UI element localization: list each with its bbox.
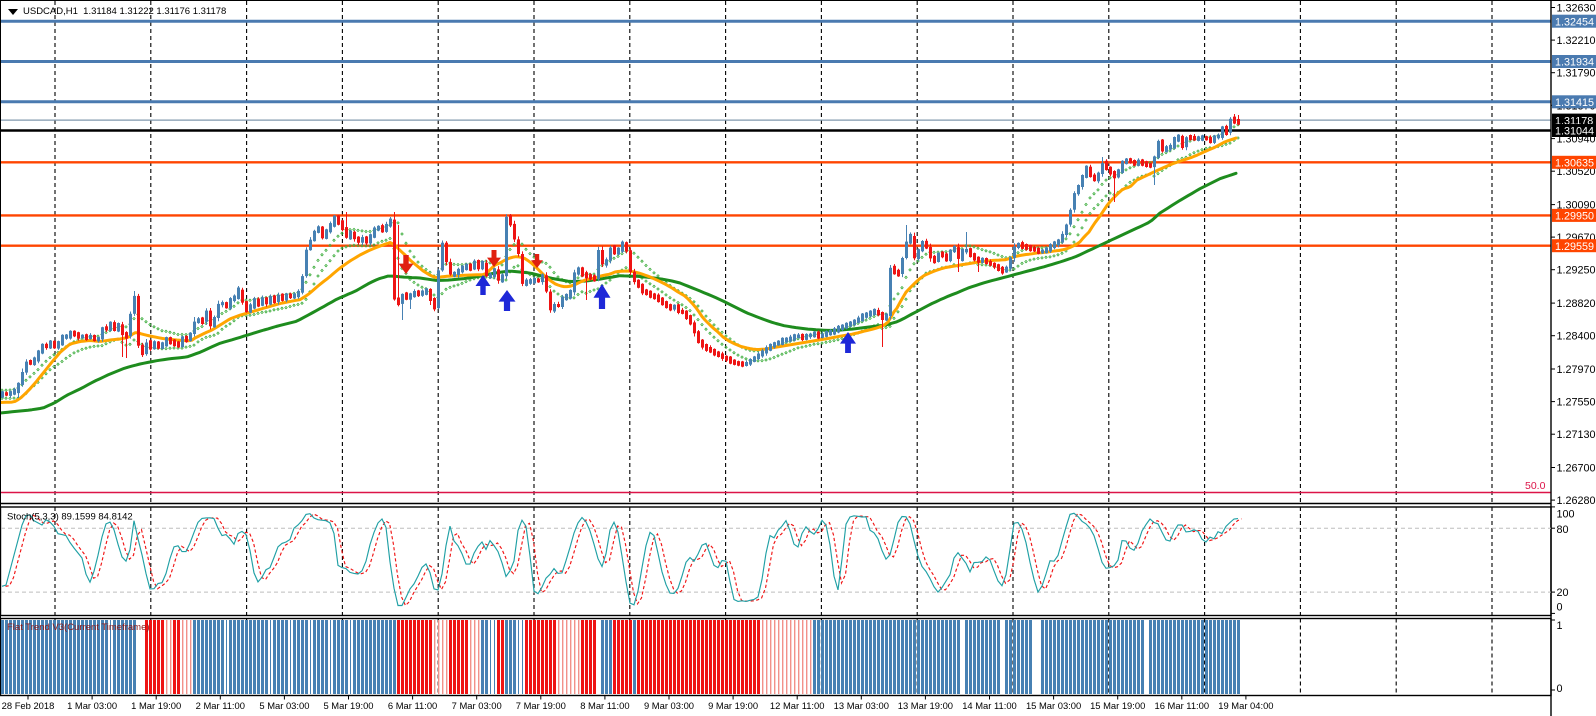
svg-text:7 Mar 03:00: 7 Mar 03:00 <box>452 700 502 711</box>
svg-text:14 Mar 11:00: 14 Mar 11:00 <box>962 700 1017 711</box>
svg-text:1.26700: 1.26700 <box>1557 463 1596 475</box>
svg-text:1.27550: 1.27550 <box>1557 397 1596 409</box>
svg-text:1.32210: 1.32210 <box>1557 35 1596 47</box>
svg-text:80: 80 <box>1557 524 1569 536</box>
svg-text:9 Mar 19:00: 9 Mar 19:00 <box>708 700 758 711</box>
svg-text:100: 100 <box>1557 509 1575 521</box>
svg-text:50.0: 50.0 <box>1525 480 1546 492</box>
svg-text:13 Mar 19:00: 13 Mar 19:00 <box>898 700 953 711</box>
svg-text:1.31415: 1.31415 <box>1555 97 1594 109</box>
svg-text:2 Mar 11:00: 2 Mar 11:00 <box>196 700 245 711</box>
svg-text:8 Mar 11:00: 8 Mar 11:00 <box>580 700 629 711</box>
svg-text:Flat Trend V3(Current Timefram: Flat Trend V3(Current Timeframe) <box>7 622 150 633</box>
svg-text:1.30635: 1.30635 <box>1555 158 1594 170</box>
svg-text:1.26280: 1.26280 <box>1557 495 1596 507</box>
svg-text:1 Mar 03:00: 1 Mar 03:00 <box>67 700 117 711</box>
svg-text:7 Mar 19:00: 7 Mar 19:00 <box>516 700 566 711</box>
svg-text:0: 0 <box>1557 683 1563 695</box>
svg-text:5 Mar 03:00: 5 Mar 03:00 <box>259 700 309 711</box>
svg-text:1 Mar 19:00: 1 Mar 19:00 <box>131 700 181 711</box>
svg-text:15 Mar 03:00: 15 Mar 03:00 <box>1026 700 1081 711</box>
svg-text:0: 0 <box>1557 602 1563 614</box>
svg-text:1.29950: 1.29950 <box>1555 211 1594 223</box>
svg-text:15 Mar 19:00: 15 Mar 19:00 <box>1090 700 1145 711</box>
svg-text:1.29559: 1.29559 <box>1555 241 1594 253</box>
svg-text:1.32454: 1.32454 <box>1555 16 1594 28</box>
svg-text:Stoch(5,3,3) 89.1599 84.8142: Stoch(5,3,3) 89.1599 84.8142 <box>7 512 133 523</box>
svg-text:6 Mar 11:00: 6 Mar 11:00 <box>388 700 437 711</box>
svg-text:19 Mar 04:00: 19 Mar 04:00 <box>1218 700 1273 711</box>
svg-text:5 Mar 19:00: 5 Mar 19:00 <box>323 700 373 711</box>
svg-text:USDCAD,H1 1.31184 1.31222 1.3: USDCAD,H1 1.31184 1.31222 1.31176 1.3117… <box>23 6 226 17</box>
svg-text:1.31934: 1.31934 <box>1555 57 1594 69</box>
svg-text:1.31790: 1.31790 <box>1557 68 1596 80</box>
svg-text:1.32630: 1.32630 <box>1557 3 1596 15</box>
svg-text:9 Mar 03:00: 9 Mar 03:00 <box>644 700 694 711</box>
svg-text:13 Mar 03:00: 13 Mar 03:00 <box>834 700 889 711</box>
svg-text:1.27130: 1.27130 <box>1557 429 1596 441</box>
svg-text:1.28400: 1.28400 <box>1557 331 1596 343</box>
svg-text:1.30520: 1.30520 <box>1557 166 1596 178</box>
svg-text:16 Mar 11:00: 16 Mar 11:00 <box>1155 700 1210 711</box>
svg-text:1.29250: 1.29250 <box>1557 265 1596 277</box>
svg-text:1.31044: 1.31044 <box>1555 126 1594 138</box>
svg-text:1.30090: 1.30090 <box>1557 200 1596 212</box>
svg-text:28 Feb 2018: 28 Feb 2018 <box>2 700 55 711</box>
svg-text:20: 20 <box>1557 587 1569 599</box>
svg-text:1.28820: 1.28820 <box>1557 298 1596 310</box>
svg-text:12 Mar 11:00: 12 Mar 11:00 <box>770 700 825 711</box>
svg-text:1: 1 <box>1557 620 1563 632</box>
svg-text:1.27970: 1.27970 <box>1557 364 1596 376</box>
